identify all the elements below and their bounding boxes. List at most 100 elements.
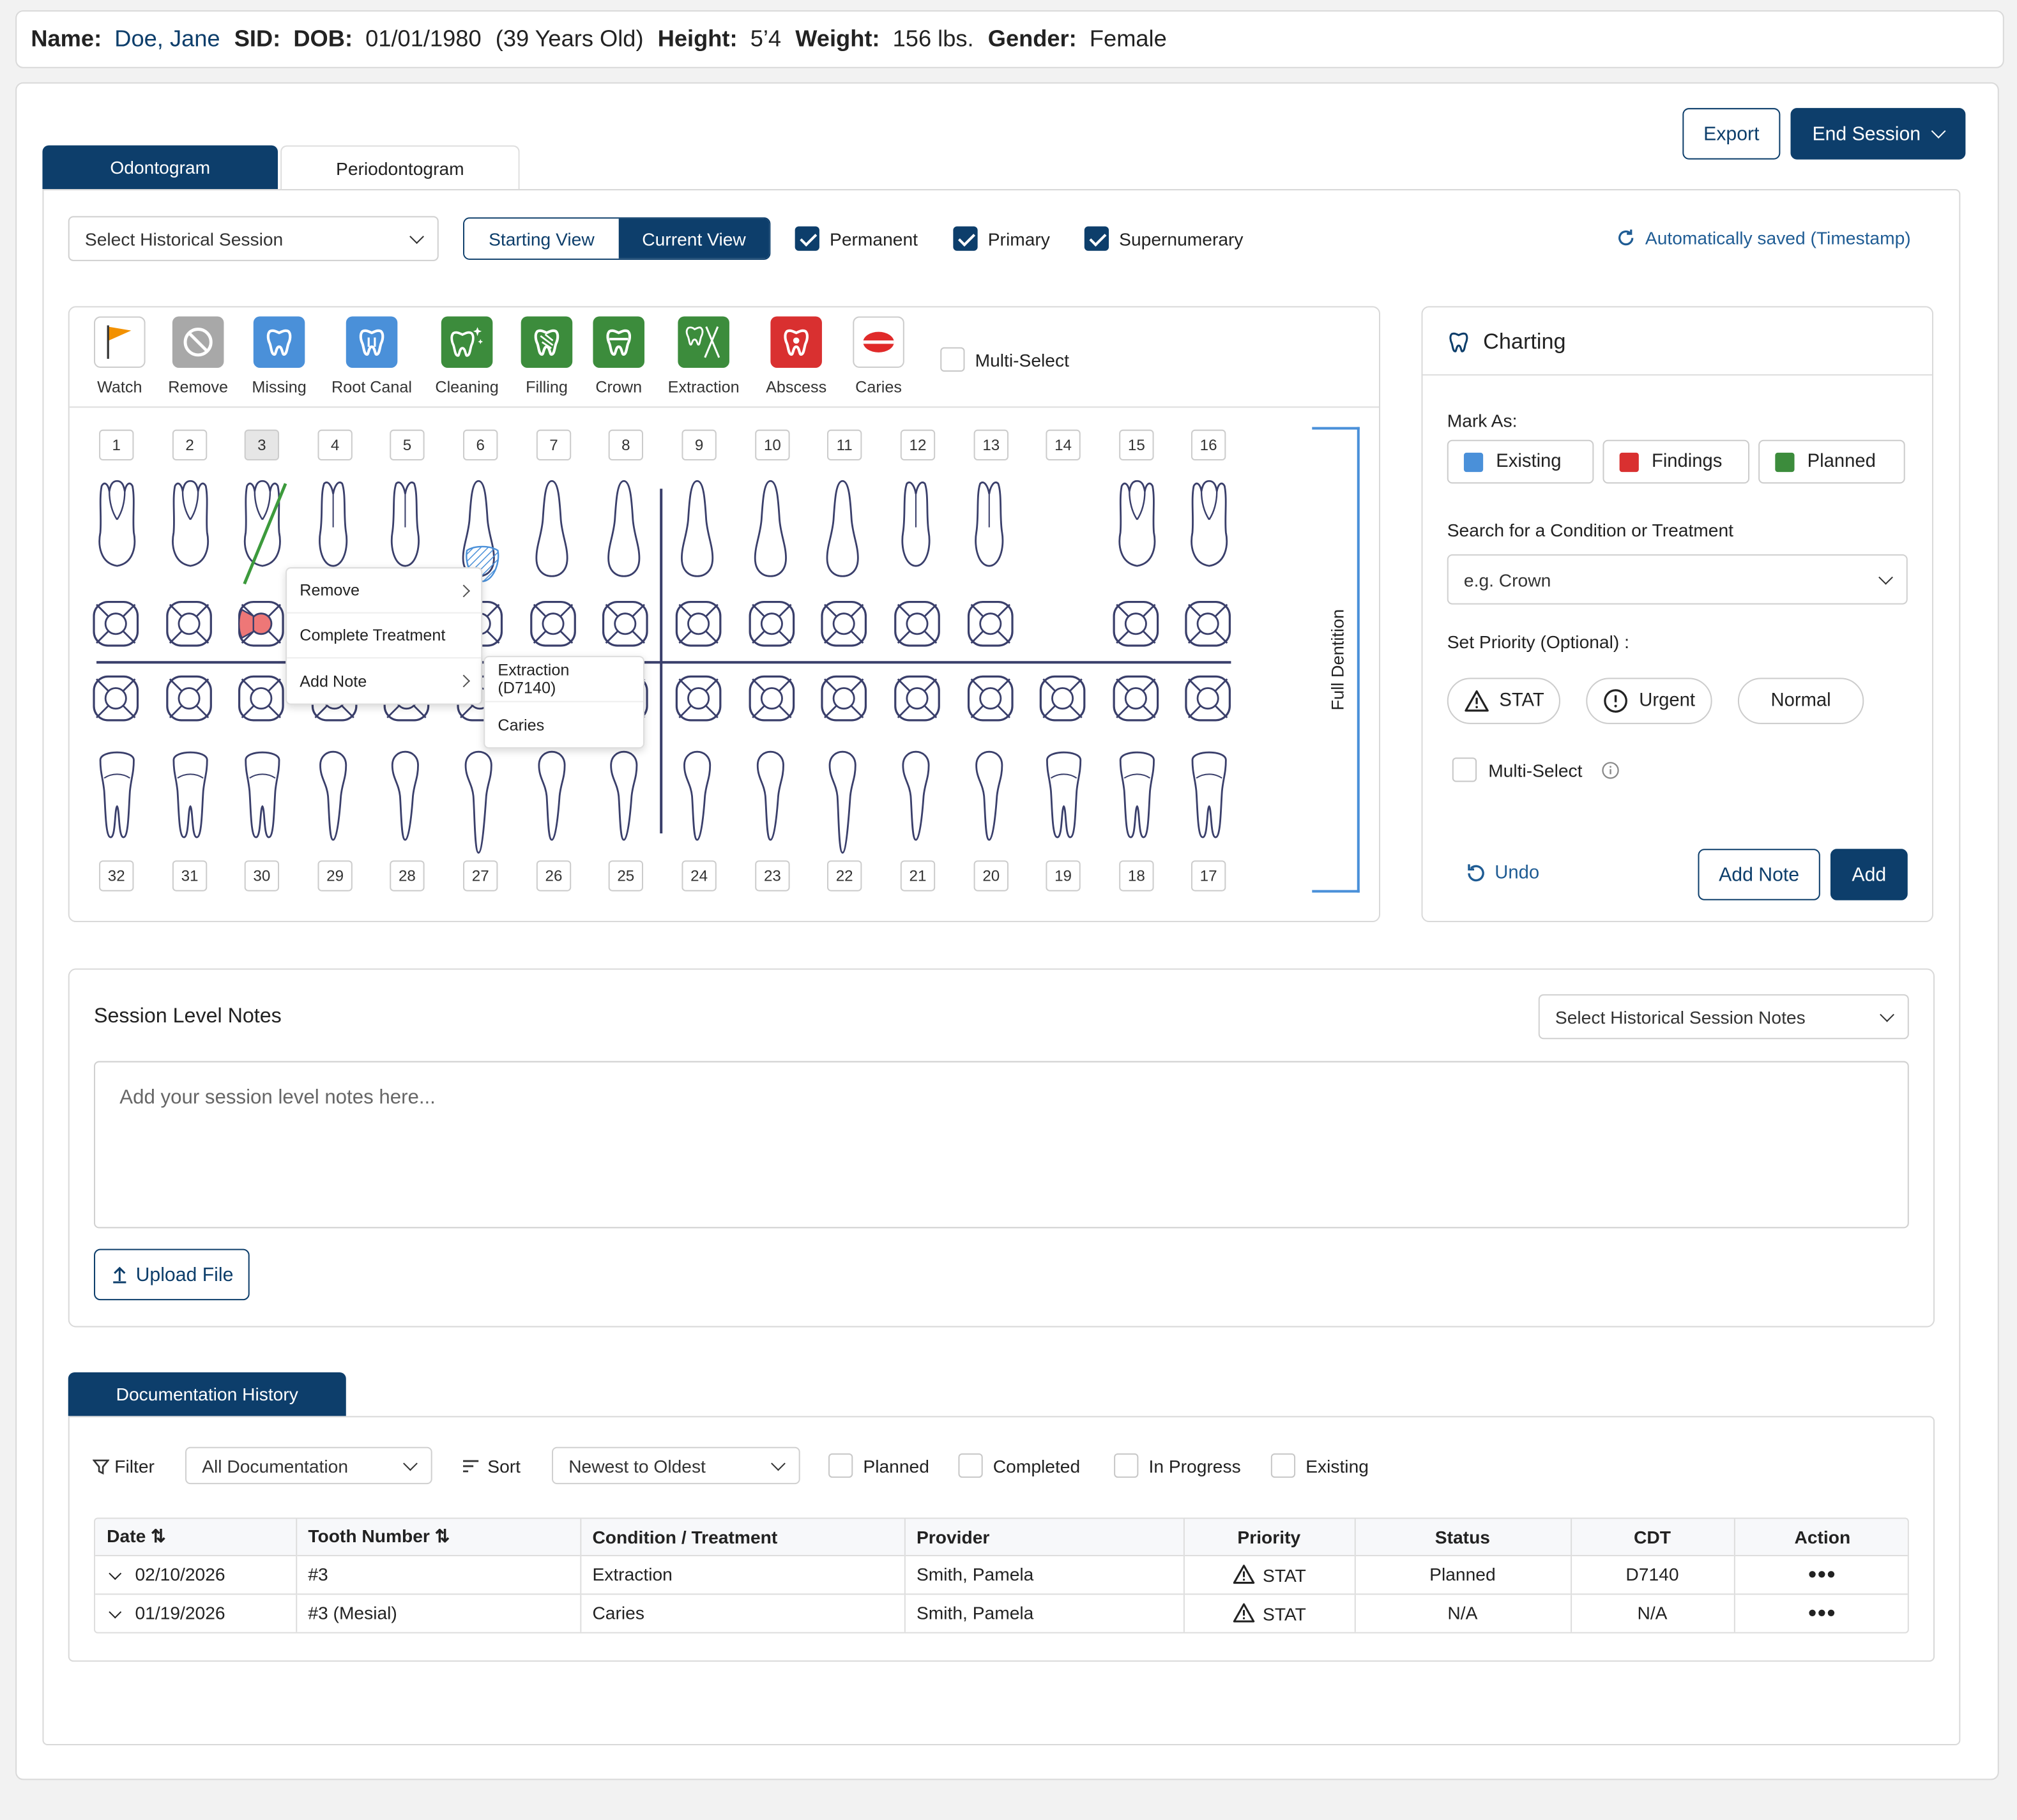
priority-stat-button[interactable]: STAT [1447, 678, 1560, 724]
tool-watch[interactable]: Watch [75, 316, 165, 396]
add-button[interactable]: Add [1830, 849, 1908, 900]
tool-extraction[interactable]: Extraction [658, 316, 749, 396]
submenu-item-extraction[interactable]: Extraction (D7140) [485, 657, 643, 702]
tooth-12-occlusal[interactable] [893, 600, 942, 649]
table-row[interactable]: 01/19/2026 #3 (Mesial) Caries Smith, Pam… [95, 1593, 1908, 1632]
tooth-3-occlusal[interactable] [237, 600, 286, 649]
tool-cleaning[interactable]: Cleaning [422, 316, 512, 396]
undo-button[interactable]: Undo [1464, 861, 1539, 884]
tooth-24-occlusal[interactable] [674, 674, 723, 723]
tooth-number-31[interactable]: 31 [172, 860, 208, 891]
tooth-number-13[interactable]: 13 [973, 429, 1008, 461]
tooth-21-side[interactable] [898, 750, 934, 849]
tool-filling[interactable]: Filling [501, 316, 591, 396]
tooth-number-4[interactable]: 4 [317, 429, 353, 461]
tooth-number-8[interactable]: 8 [608, 429, 643, 461]
tooth-number-29[interactable]: 29 [317, 860, 353, 891]
tooth-3-side[interactable] [241, 478, 284, 577]
tooth-13-occlusal[interactable] [966, 600, 1016, 649]
tool-abscess[interactable]: Abscess [751, 316, 841, 396]
tooth-7-occlusal[interactable] [529, 600, 578, 649]
full-dentition-bracket[interactable] [1312, 427, 1360, 893]
table-row[interactable]: 02/10/2026 #3 Extraction Smith, Pamela S… [95, 1554, 1908, 1594]
mark-planned-button[interactable]: Planned [1758, 439, 1905, 484]
tab-odontogram[interactable]: Odontogram [42, 145, 278, 190]
tooth-9-occlusal[interactable] [674, 600, 723, 649]
tooth-30-side[interactable] [242, 750, 283, 849]
column-date[interactable]: Date ⇅ [95, 1519, 297, 1555]
tool-caries[interactable]: Caries [833, 316, 924, 396]
priority-urgent-button[interactable]: Urgent [1586, 678, 1712, 724]
more-options-icon[interactable]: ••• [1808, 1599, 1837, 1626]
tooth-31-side[interactable] [170, 750, 211, 849]
tooth-1-side[interactable] [95, 478, 139, 577]
tooth-30-occlusal[interactable] [237, 674, 286, 723]
tooth-11-occlusal[interactable] [819, 600, 869, 649]
tooth-11-side[interactable] [823, 478, 862, 585]
tooth-8-occlusal[interactable] [601, 600, 650, 649]
more-options-icon[interactable]: ••• [1808, 1560, 1837, 1587]
tooth-number-12[interactable]: 12 [900, 429, 936, 461]
tab-periodontogram[interactable]: Periodontogram [280, 145, 520, 190]
tooth-7-side[interactable] [533, 478, 571, 585]
tooth-25-side[interactable] [606, 750, 642, 849]
tooth-number-28[interactable]: 28 [390, 860, 425, 891]
expand-chevron-icon[interactable] [109, 1567, 122, 1581]
tooth-number-9[interactable]: 9 [681, 429, 717, 461]
tool-root-canal[interactable]: Root Canal [327, 316, 417, 396]
supernumerary-checkbox[interactable] [1084, 226, 1109, 251]
column-tooth-number[interactable]: Tooth Number ⇅ [296, 1519, 581, 1555]
tool-remove[interactable]: Remove [153, 316, 243, 396]
history-existing-checkbox[interactable] [1270, 1453, 1296, 1478]
tooth-8-side[interactable] [605, 478, 643, 585]
menu-item-add-note[interactable]: Add Note [287, 658, 481, 703]
tooth-number-14[interactable]: 14 [1046, 429, 1081, 461]
tooth-15-occlusal[interactable] [1111, 600, 1161, 649]
info-icon[interactable] [1601, 761, 1619, 779]
permanent-checkbox[interactable] [795, 226, 819, 251]
export-button[interactable]: Export [1682, 108, 1781, 160]
historical-notes-select[interactable]: Select Historical Session Notes [1538, 994, 1909, 1040]
tooth-10-occlusal[interactable] [747, 600, 796, 649]
tooth-19-occlusal[interactable] [1038, 674, 1087, 723]
tooth-18-occlusal[interactable] [1111, 674, 1161, 723]
tooth-18-side[interactable] [1116, 750, 1157, 849]
tooth-20-side[interactable] [971, 750, 1007, 849]
tooth-number-5[interactable]: 5 [390, 429, 425, 461]
tooth-number-3[interactable]: 3 [244, 429, 280, 461]
tooth-32-side[interactable] [96, 750, 137, 849]
tooth-2-occlusal[interactable] [165, 600, 214, 649]
tooth-number-22[interactable]: 22 [827, 860, 862, 891]
tooth-number-24[interactable]: 24 [681, 860, 717, 891]
tooth-number-1[interactable]: 1 [99, 429, 134, 461]
tooth-1-occlusal[interactable] [91, 600, 141, 649]
tooth-15-side[interactable] [1115, 478, 1159, 577]
primary-checkbox[interactable] [953, 226, 978, 251]
tooth-number-20[interactable]: 20 [973, 860, 1008, 891]
tooth-20-occlusal[interactable] [966, 674, 1016, 723]
tooth-22-side[interactable] [825, 750, 860, 861]
tooth-number-6[interactable]: 6 [463, 429, 498, 461]
tooth-number-18[interactable]: 18 [1119, 860, 1154, 891]
mark-findings-button[interactable]: Findings [1602, 439, 1750, 484]
tooth-31-occlusal[interactable] [165, 674, 214, 723]
current-view-button[interactable]: Current View [618, 218, 770, 259]
tooth-28-side[interactable] [387, 750, 423, 849]
tooth-9-side[interactable] [678, 478, 716, 585]
tooth-number-10[interactable]: 10 [755, 429, 790, 461]
tool-crown[interactable]: Crown [574, 316, 664, 396]
tooth-23-side[interactable] [752, 750, 788, 849]
tooth-23-occlusal[interactable] [747, 674, 796, 723]
history-completed-checkbox[interactable] [958, 1453, 983, 1478]
condition-search-select[interactable]: e.g. Crown [1447, 554, 1908, 605]
tooth-19-side[interactable] [1043, 750, 1084, 849]
patient-name[interactable]: Doe, Jane [114, 26, 220, 52]
tooth-2-side[interactable] [169, 478, 212, 577]
tooth-number-21[interactable]: 21 [900, 860, 936, 891]
priority-normal-button[interactable]: Normal [1737, 678, 1864, 724]
starting-view-button[interactable]: Starting View [464, 218, 619, 259]
tooth-5-side[interactable] [386, 478, 424, 577]
tooth-number-27[interactable]: 27 [463, 860, 498, 891]
end-session-button[interactable]: End Session [1790, 108, 1966, 160]
tooth-12-side[interactable] [897, 478, 935, 577]
